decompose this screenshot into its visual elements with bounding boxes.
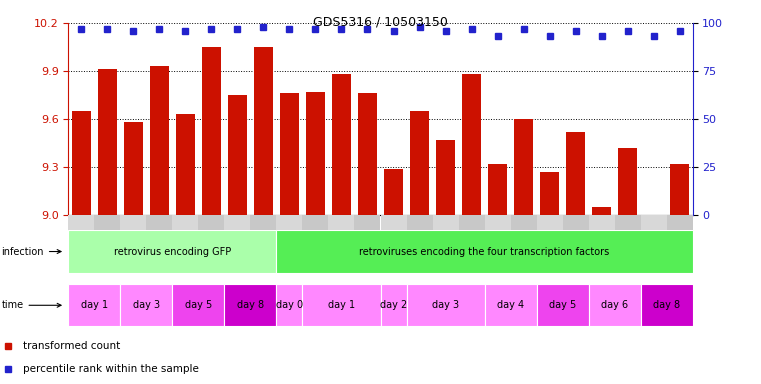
Bar [68, 215, 94, 269]
Text: day 3: day 3 [133, 300, 160, 310]
Bar [588, 284, 641, 326]
Text: day 4: day 4 [497, 300, 524, 310]
Text: infection: infection [2, 247, 61, 257]
Bar [619, 148, 637, 215]
Text: day 6: day 6 [601, 300, 628, 310]
Bar [436, 140, 454, 215]
Bar [94, 215, 120, 269]
Bar [151, 66, 169, 215]
Bar [254, 47, 272, 215]
Bar [224, 215, 250, 269]
Text: day 3: day 3 [432, 300, 459, 310]
Bar [276, 284, 303, 326]
Bar [146, 215, 173, 269]
Text: day 8: day 8 [653, 300, 680, 310]
Bar [355, 215, 380, 269]
Text: retrovirus encoding GFP: retrovirus encoding GFP [114, 247, 231, 257]
Bar [124, 122, 142, 215]
Bar [463, 74, 481, 215]
Bar [98, 70, 116, 215]
Bar [485, 215, 511, 269]
Bar [566, 132, 584, 215]
Bar [614, 215, 641, 269]
Bar [380, 215, 406, 269]
Bar [329, 215, 355, 269]
Bar [670, 164, 689, 215]
Bar [68, 284, 120, 326]
Bar [410, 111, 428, 215]
Bar [511, 215, 537, 269]
Bar [199, 215, 224, 269]
Bar [202, 47, 221, 215]
Bar [540, 172, 559, 215]
Bar [68, 230, 276, 273]
Bar [406, 215, 432, 269]
Bar [384, 169, 403, 215]
Bar [120, 215, 146, 269]
Text: day 5: day 5 [549, 300, 576, 310]
Bar [537, 284, 588, 326]
Bar [641, 215, 667, 269]
Bar [562, 215, 588, 269]
Text: retroviruses encoding the four transcription factors: retroviruses encoding the four transcrip… [359, 247, 610, 257]
Bar [458, 215, 485, 269]
Bar [250, 215, 276, 269]
Text: time: time [2, 300, 61, 310]
Bar [358, 93, 377, 215]
Bar [514, 119, 533, 215]
Bar [173, 284, 224, 326]
Text: day 1: day 1 [81, 300, 108, 310]
Bar [588, 215, 614, 269]
Bar [303, 215, 329, 269]
Text: percentile rank within the sample: percentile rank within the sample [23, 364, 199, 374]
Bar [120, 284, 173, 326]
Bar [228, 95, 247, 215]
Text: day 1: day 1 [328, 300, 355, 310]
Text: GDS5316 / 10503150: GDS5316 / 10503150 [313, 15, 448, 28]
Bar [667, 215, 693, 269]
Bar [276, 215, 303, 269]
Bar [485, 284, 537, 326]
Text: transformed count: transformed count [23, 341, 120, 351]
Bar [303, 284, 380, 326]
Bar [177, 114, 195, 215]
Bar [380, 284, 406, 326]
Bar [72, 111, 91, 215]
Bar [537, 215, 562, 269]
Bar [280, 93, 298, 215]
Bar [224, 284, 276, 326]
Bar [641, 284, 693, 326]
Bar [173, 215, 199, 269]
Bar [307, 92, 325, 215]
Bar [333, 74, 351, 215]
Text: day 5: day 5 [185, 300, 212, 310]
Bar [432, 215, 458, 269]
Bar [276, 230, 693, 273]
Bar [592, 207, 610, 215]
Text: day 0: day 0 [276, 300, 303, 310]
Text: day 2: day 2 [380, 300, 407, 310]
Text: day 8: day 8 [237, 300, 264, 310]
Bar [489, 164, 507, 215]
Bar [406, 284, 485, 326]
